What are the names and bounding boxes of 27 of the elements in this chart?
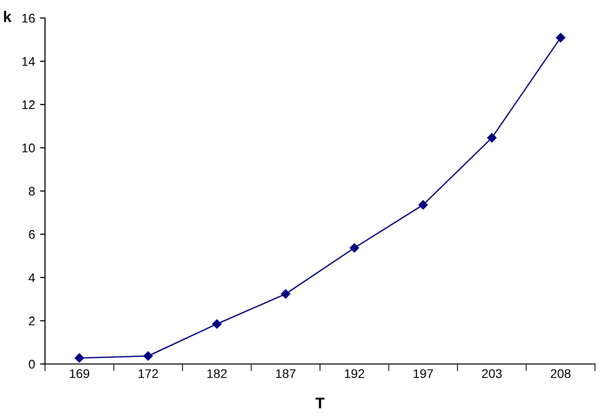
point (281, 289, 290, 299)
x-tick-label: 192 (344, 369, 364, 378)
y-tick-label: 8 (28, 186, 35, 196)
y-tick-label: 12 (22, 100, 35, 110)
point (350, 243, 359, 252)
x-tick-label: 197 (414, 369, 433, 378)
x-tick-label: 169 (70, 369, 90, 378)
point (212, 319, 222, 329)
point (487, 133, 496, 142)
x-tick-label: 182 (207, 369, 227, 378)
point (74, 353, 84, 363)
x-tick-label: 187 (276, 369, 296, 378)
y-tick-label: 10 (22, 144, 35, 152)
y-tick-label: 16 (22, 14, 35, 23)
x-tick-label: 203 (482, 369, 502, 378)
x-tick-label: 208 (550, 369, 571, 378)
point (556, 33, 566, 42)
point (418, 200, 428, 210)
x-tick-label: 172 (138, 369, 158, 378)
y-tick-label: 4 (28, 273, 35, 282)
x-axis-title: T (316, 398, 325, 408)
y-tick-label: 2 (28, 316, 35, 326)
point (144, 351, 153, 361)
y-axis-title: k (4, 10, 12, 22)
y-tick-label: 0 (28, 360, 35, 369)
y-tick-label: 14 (22, 57, 35, 66)
y-tick-label: 6 (28, 230, 35, 239)
